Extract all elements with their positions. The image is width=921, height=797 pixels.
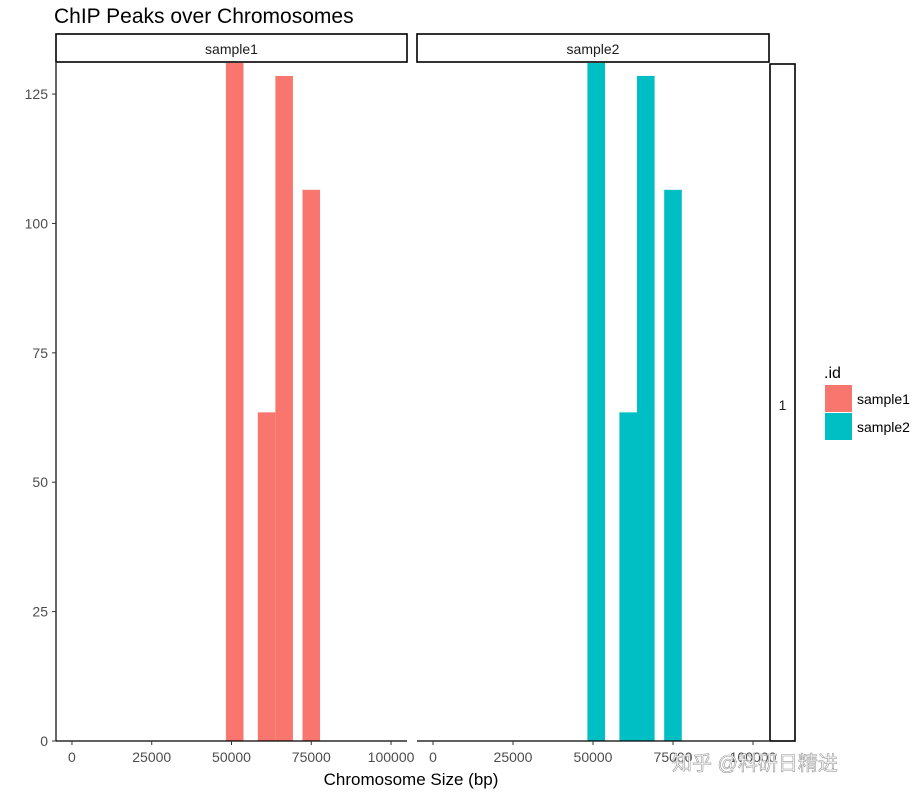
x-tick-label: 100000 (368, 749, 415, 765)
bar-sample1 (302, 189, 321, 742)
x-tick-label: 0 (429, 749, 437, 765)
bar-sample2 (587, 63, 605, 741)
row-strip-label: 1 (779, 397, 787, 413)
row-strip: 1 (769, 63, 796, 742)
row-strip-box (769, 63, 796, 742)
y-tick-label: 125 (25, 86, 49, 102)
x-tick-label: 0 (68, 749, 76, 765)
x-axis-title: Chromosome Size (bp) (324, 770, 499, 789)
y-tick-label: 100 (25, 215, 49, 231)
y-tick-label: 75 (32, 345, 48, 361)
x-tick-label: 50000 (574, 749, 613, 765)
y-tick-label: 0 (40, 733, 48, 749)
x-tick-label: 100000 (730, 749, 777, 765)
y-axis: 0 25 50 75 100 125 (25, 63, 57, 749)
facet-panel-sample2: sample2 0 25000 50000 75000 100000 (416, 33, 777, 765)
facet-strip (416, 33, 770, 63)
legend-title: .id (824, 365, 841, 382)
chart-title: ChIP Peaks over Chromosomes (54, 5, 354, 28)
bar-sample1 (275, 75, 293, 741)
facet-strip (55, 33, 408, 63)
bar-sample2 (619, 412, 637, 741)
facet-panel-sample1: sample1 0 25000 50000 75000 100000 (55, 33, 415, 765)
bar-sample1 (257, 412, 276, 741)
legend-label-sample1: sample1 (857, 391, 910, 407)
x-tick-label: 25000 (132, 749, 171, 765)
x-tick-label: 75000 (654, 749, 693, 765)
bar-sample2 (637, 75, 655, 741)
x-tick-label: 25000 (494, 749, 533, 765)
bar-sample2 (664, 189, 682, 742)
facet-panels: sample1 0 25000 50000 75000 100000 sample2 0 250… (55, 33, 777, 765)
legend-key-sample2 (825, 413, 852, 440)
bar-sample1 (225, 63, 244, 741)
legend: .id sample1 sample2 (824, 365, 910, 440)
legend-key-sample1 (825, 385, 852, 412)
y-tick-label: 50 (32, 474, 48, 490)
x-tick-label: 50000 (212, 749, 251, 765)
facet-strip-label: sample2 (567, 41, 620, 57)
y-tick-label: 25 (32, 604, 48, 620)
watermark-text: 知乎 @科研日精进 (672, 752, 838, 775)
facet-strip-label: sample1 (205, 41, 258, 57)
x-tick-label: 75000 (292, 749, 331, 765)
legend-label-sample2: sample2 (857, 419, 910, 435)
